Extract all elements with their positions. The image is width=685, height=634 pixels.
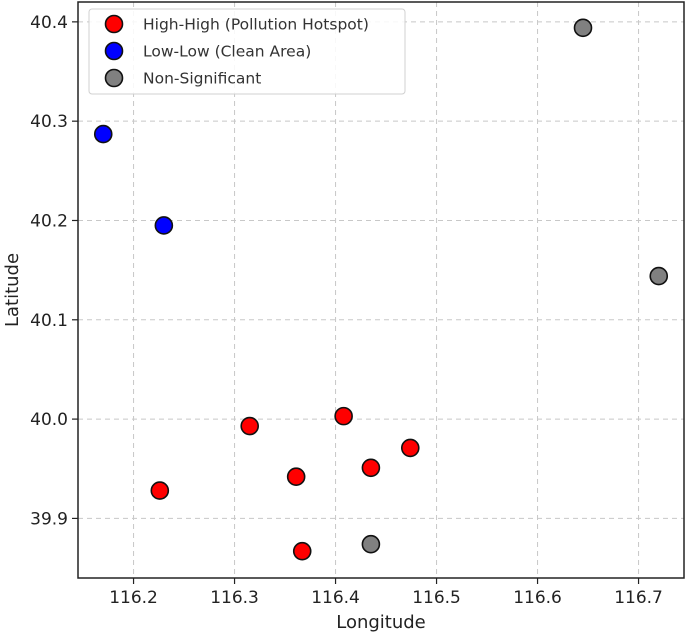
x-tick-label: 116.5	[412, 588, 461, 608]
y-tick-label: 40.2	[30, 211, 68, 231]
y-tick-label: 40.0	[30, 410, 68, 430]
data-point	[361, 534, 381, 554]
x-tick-label: 116.6	[513, 588, 562, 608]
data-point	[150, 481, 170, 500]
y-tick-label: 39.9	[30, 509, 68, 529]
ticks: 116.2 116.3 116.4 116.5 116.6 116.7 39.9 40.0 40…	[30, 13, 663, 608]
data-point	[573, 18, 593, 38]
x-tick-label: 116.7	[614, 588, 663, 608]
y-tick-label: 40.1	[30, 311, 68, 331]
legend-entry: Low-Low (Clean Area)	[143, 43, 311, 61]
data-point	[240, 416, 259, 436]
legend-marker	[104, 68, 124, 88]
x-axis-label: Longitude	[336, 612, 426, 633]
x-tick-label: 116.3	[210, 588, 259, 608]
legend-box	[88, 8, 406, 95]
legend: High-High (Pollution Hotspot) Low-Low (Cl…	[88, 8, 406, 95]
legend-marker	[104, 41, 124, 61]
y-tick-label: 40.3	[30, 112, 68, 132]
legend-entry: High-High (Pollution Hotspot)	[143, 16, 369, 34]
y-axis-label: Latitude	[2, 253, 23, 327]
data-point	[154, 216, 174, 235]
data-point	[286, 467, 306, 487]
data-point	[649, 266, 669, 286]
data-point	[93, 124, 113, 144]
data-point	[361, 458, 381, 478]
data-point	[334, 406, 353, 426]
grid	[78, 2, 684, 578]
legend-marker	[104, 14, 124, 34]
x-tick-label: 116.4	[311, 588, 360, 608]
data-point	[292, 541, 312, 561]
data-point	[400, 438, 420, 458]
y-tick-label: 40.4	[30, 13, 68, 33]
legend-entry: Non-Significant	[143, 70, 261, 88]
plot-frame	[77, 1, 685, 579]
x-tick-label: 116.2	[109, 588, 158, 608]
data-points	[93, 18, 669, 561]
